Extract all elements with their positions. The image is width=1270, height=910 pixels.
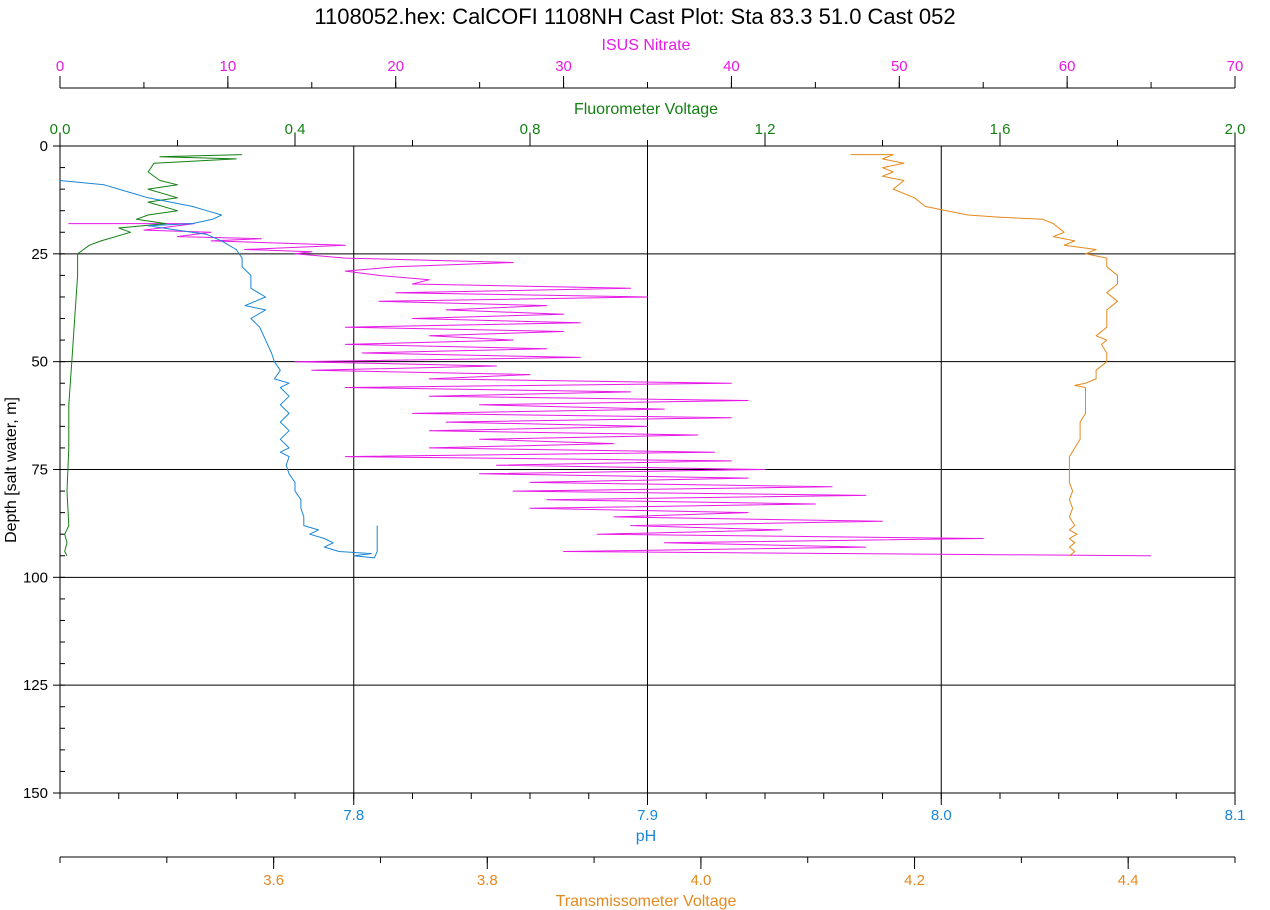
depth-tick-label: 50: [31, 354, 48, 371]
ph-tick-label: 7.8: [343, 807, 364, 824]
depth-tick-label: 125: [23, 677, 48, 694]
fluor-tick-label: 1.6: [990, 121, 1011, 138]
ph-tick-label: 7.9: [637, 807, 658, 824]
fluor-tick-label: 2.0: [1225, 121, 1246, 138]
fluor-tick-label: 0.4: [285, 121, 306, 138]
nitrate-tick-label: 40: [723, 58, 740, 75]
trans-tick-label: 4.4: [1118, 872, 1139, 889]
trans-series-line: [850, 154, 1118, 557]
depth-tick-label: 0: [40, 138, 48, 155]
fluor-tick-label: 0.0: [50, 121, 71, 138]
depth-tick-label: 150: [23, 785, 48, 802]
trans-tick-label: 4.0: [690, 872, 711, 889]
chart-title: 1108052.hex: CalCOFI 1108NH Cast Plot: S…: [314, 4, 955, 29]
fluor-axis-title: Fluorometer Voltage: [574, 101, 718, 118]
ph-tick-label: 8.1: [1225, 807, 1246, 824]
trans-tick-label: 3.8: [477, 872, 498, 889]
nitrate-tick-label: 50: [891, 58, 908, 75]
fluor-series-line: [64, 154, 243, 557]
nitrate-tick-label: 30: [555, 58, 572, 75]
nitrate-tick-label: 70: [1227, 58, 1244, 75]
nitrate-tick-label: 10: [220, 58, 237, 75]
ph-series-line: [59, 180, 378, 559]
nitrate-series-line: [68, 223, 1152, 557]
nitrate-tick-label: 20: [387, 58, 404, 75]
trans-tick-label: 4.2: [904, 872, 925, 889]
trans-axis-title: Transmissometer Voltage: [556, 893, 737, 910]
depth-tick-label: 75: [31, 462, 48, 479]
nitrate-tick-label: 0: [56, 58, 64, 75]
depth-tick-label: 25: [31, 246, 48, 263]
fluor-tick-label: 1.2: [755, 121, 776, 138]
nitrate-tick-label: 60: [1059, 58, 1076, 75]
ph-tick-label: 8.0: [931, 807, 952, 824]
fluor-tick-label: 0.8: [520, 121, 541, 138]
depth-axis-title: Depth [salt water, m]: [3, 397, 20, 543]
nitrate-axis-title: ISUS Nitrate: [602, 37, 691, 54]
ph-axis-title: pH: [636, 828, 656, 845]
depth-tick-label: 100: [23, 569, 48, 586]
trans-tick-label: 3.6: [263, 872, 284, 889]
